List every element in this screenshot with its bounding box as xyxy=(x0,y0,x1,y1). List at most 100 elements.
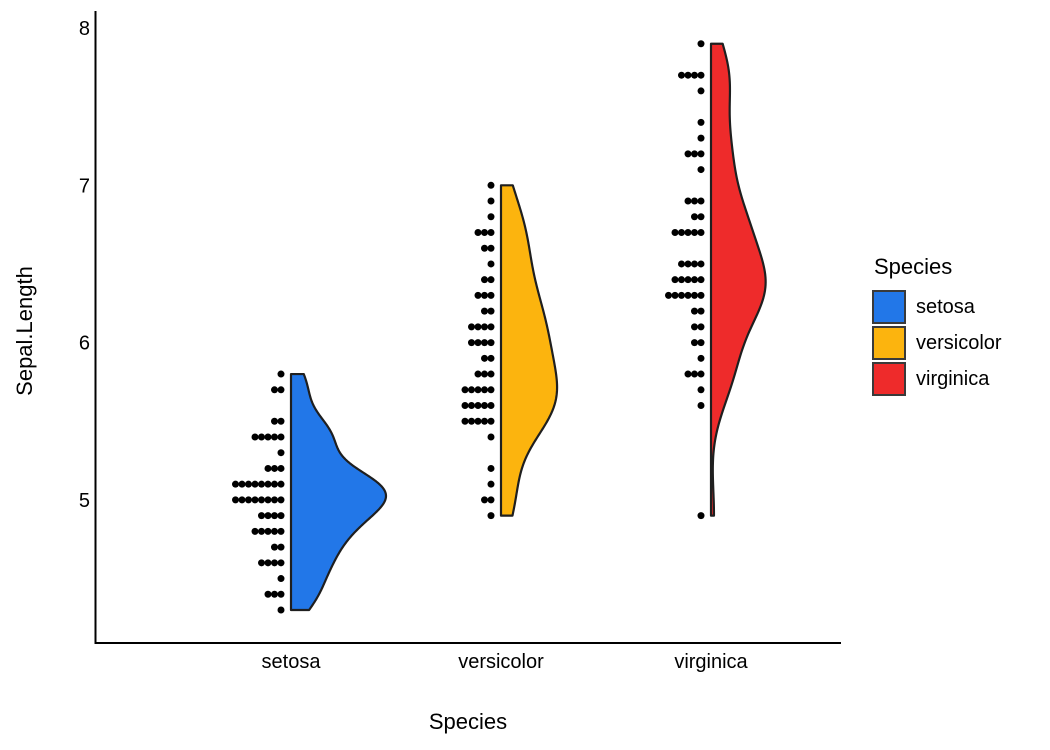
data-dot xyxy=(271,480,278,488)
data-dot xyxy=(487,244,495,252)
data-dot xyxy=(474,323,482,331)
data-dot xyxy=(474,386,482,394)
data-dot xyxy=(487,323,495,331)
data-dot xyxy=(481,370,488,378)
data-dot xyxy=(264,512,272,520)
data-dot xyxy=(481,339,488,347)
data-dot xyxy=(474,228,482,236)
data-dot xyxy=(665,291,672,299)
data-dot xyxy=(264,464,272,472)
data-dot xyxy=(277,480,285,488)
data-dot xyxy=(481,417,488,425)
data-dot xyxy=(678,71,685,79)
data-dot xyxy=(691,370,698,378)
data-dot xyxy=(487,181,495,189)
data-dot xyxy=(474,291,482,299)
x-tick-label: setosa xyxy=(262,651,322,673)
data-dot xyxy=(277,527,285,535)
data-dot xyxy=(697,402,705,410)
data-dot xyxy=(487,464,495,472)
data-dot xyxy=(461,386,469,394)
data-dot xyxy=(487,291,495,299)
data-dot xyxy=(671,228,679,236)
data-dot xyxy=(697,512,705,520)
data-dot xyxy=(684,71,692,79)
data-dot xyxy=(487,386,495,394)
data-dot xyxy=(238,496,246,504)
data-dot xyxy=(271,433,278,441)
data-dot xyxy=(481,323,488,331)
data-dot xyxy=(487,512,495,520)
data-dot xyxy=(474,402,482,410)
data-dot xyxy=(271,496,278,504)
data-dot xyxy=(691,260,698,268)
data-dot xyxy=(684,228,692,236)
data-dot xyxy=(258,559,265,567)
data-dot xyxy=(258,496,265,504)
data-dot xyxy=(678,228,685,236)
data-dot xyxy=(487,339,495,347)
data-dot xyxy=(684,197,692,205)
data-dot xyxy=(481,276,488,284)
data-dot xyxy=(245,480,252,488)
data-dot xyxy=(481,291,488,299)
data-dot xyxy=(684,260,692,268)
data-dot xyxy=(487,307,495,315)
data-dot xyxy=(277,606,285,614)
data-dot xyxy=(697,40,705,48)
data-dot xyxy=(697,197,705,205)
legend-label: versicolor xyxy=(916,331,1002,354)
data-dot xyxy=(277,543,285,551)
data-dot xyxy=(684,370,692,378)
data-dot xyxy=(251,433,259,441)
x-tick-label: virginica xyxy=(674,651,748,673)
data-dot xyxy=(277,386,285,394)
data-dot xyxy=(697,276,705,284)
data-dot xyxy=(264,496,272,504)
legend: Species setosa versicolor virginica xyxy=(872,254,1002,398)
y-tick-label: 5 xyxy=(79,490,90,512)
data-dot xyxy=(271,527,278,535)
data-dot xyxy=(487,496,495,504)
data-dot xyxy=(468,339,475,347)
data-dot xyxy=(691,323,698,331)
x-axis-title: Species xyxy=(428,709,508,734)
data-dot xyxy=(697,118,705,126)
data-dot xyxy=(271,543,278,551)
legend-label: setosa xyxy=(916,295,975,318)
data-dot xyxy=(487,213,495,221)
data-dot xyxy=(691,150,698,158)
data-dot xyxy=(245,496,252,504)
data-dot xyxy=(481,228,488,236)
data-dot xyxy=(697,386,705,394)
data-dot xyxy=(258,480,265,488)
data-dot xyxy=(481,354,488,362)
violin-setosa xyxy=(289,372,388,612)
data-dot xyxy=(697,213,705,221)
data-dot xyxy=(277,575,285,583)
data-dot xyxy=(691,276,698,284)
data-dot xyxy=(258,512,265,520)
legend-swatch-versicolor xyxy=(872,326,906,360)
data-dot xyxy=(697,307,705,315)
data-dot xyxy=(251,527,259,535)
data-dot xyxy=(671,291,679,299)
data-dot xyxy=(271,590,278,598)
data-dot xyxy=(277,590,285,598)
data-dot xyxy=(697,323,705,331)
legend-rows: setosa versicolor virginica xyxy=(872,290,1002,396)
dots-virginica xyxy=(665,40,705,520)
data-dot xyxy=(678,276,685,284)
legend-label: virginica xyxy=(916,367,990,390)
data-dot xyxy=(684,276,692,284)
data-dot xyxy=(481,307,488,315)
data-dot xyxy=(678,291,685,299)
legend-title: Species xyxy=(874,254,953,279)
data-dot xyxy=(691,228,698,236)
data-dot xyxy=(461,402,469,410)
violin-virginica xyxy=(709,42,767,517)
data-dot xyxy=(487,276,495,284)
legend-swatch-setosa xyxy=(872,290,906,324)
data-dot xyxy=(481,386,488,394)
